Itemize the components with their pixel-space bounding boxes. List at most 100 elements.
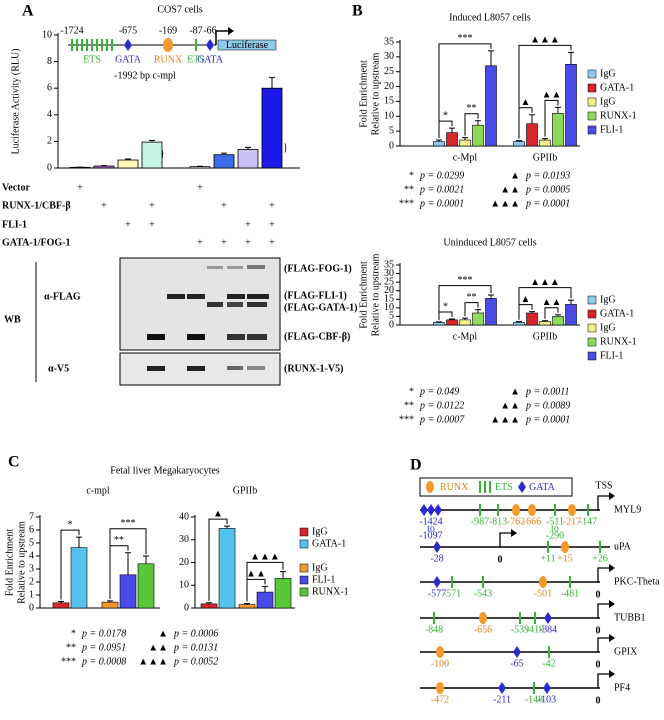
tss-arrow	[597, 673, 609, 688]
condition-label: FLI-1	[2, 219, 27, 230]
site-label: -848	[425, 624, 443, 635]
stat-symbol: ▲	[510, 170, 520, 181]
y-tick-label: 20	[179, 557, 189, 568]
error-bar	[555, 106, 561, 114]
tss-arrow	[597, 495, 609, 510]
stat-text: p = 0.0008	[81, 656, 126, 667]
error-bar	[76, 536, 82, 548]
blot-method: WB	[4, 314, 21, 325]
arrow-head	[609, 600, 615, 608]
band	[207, 302, 223, 307]
error-bar	[516, 140, 522, 142]
y-tick-label: 7	[29, 511, 34, 522]
y-tick-label: 15	[384, 96, 394, 107]
y-tick-label: 5	[389, 125, 394, 136]
y-tick-label: 30	[179, 534, 189, 545]
condition-mark: +	[245, 219, 251, 230]
runx-site	[539, 576, 547, 588]
stat-symbol: ▲	[510, 386, 520, 397]
site-label: -103	[538, 694, 556, 705]
start-label: 0	[596, 659, 601, 670]
runx-site	[163, 38, 173, 52]
site-label: to	[551, 523, 559, 534]
significance-label: *	[443, 301, 448, 312]
y-tick-label: 25	[384, 276, 394, 287]
site-position: -66	[203, 25, 216, 36]
error-bar	[143, 555, 149, 564]
y-tick-label: 4	[29, 550, 34, 561]
gene-name: MYL9	[614, 504, 641, 515]
gata-site	[543, 682, 551, 694]
y-tick-label: 10	[179, 580, 189, 591]
significance-label: ▲▲	[542, 90, 562, 101]
runx-site	[528, 504, 536, 516]
gene-name: uPA	[614, 541, 632, 552]
condition-mark: +	[269, 200, 275, 211]
panel-title: Fetal liver Megakaryocytes	[110, 465, 220, 476]
site-label: -65	[510, 658, 523, 669]
arrow-head	[609, 670, 615, 678]
band	[247, 265, 265, 269]
condition-mark: +	[149, 200, 155, 211]
bar	[238, 604, 256, 609]
bar	[218, 528, 236, 609]
bar	[446, 319, 458, 326]
stat-symbol: *	[71, 628, 76, 639]
gene-name: GPIX	[614, 646, 638, 657]
tss-arrow	[597, 603, 609, 618]
tss-arrow	[597, 637, 609, 652]
site-label: -42	[542, 658, 555, 669]
significance-label: ▲	[213, 508, 223, 519]
bar	[237, 148, 259, 169]
bar	[485, 65, 497, 147]
y-tick-label: 20	[384, 81, 394, 92]
condition-mark: +	[101, 200, 107, 211]
significance-bracket	[544, 307, 559, 319]
stat-text: p = 0.0951	[81, 642, 126, 653]
band	[167, 294, 185, 299]
stat-symbol: ▲	[158, 628, 168, 639]
band	[227, 366, 243, 370]
stat-text: p = 0.0006	[173, 628, 218, 639]
stat-symbol: **	[404, 184, 414, 195]
legend-label: IgG	[600, 294, 616, 305]
legend-label: GATA-1	[600, 82, 634, 93]
error-bar	[269, 77, 275, 89]
gata-site	[434, 504, 442, 516]
site-label: -543	[474, 588, 492, 599]
chart-title: Induced L8057 cells	[449, 12, 531, 23]
y-tick-label: 4	[47, 109, 52, 120]
site-label: -481	[561, 588, 579, 599]
y-tick-label: 2	[29, 576, 34, 587]
stat-text: p = 0.0001	[419, 198, 464, 209]
error-bar	[58, 601, 64, 603]
site-position: -1724	[60, 25, 83, 36]
error-bar	[568, 299, 574, 305]
arrow-head	[511, 529, 517, 537]
bar	[433, 322, 445, 326]
error-bar	[475, 120, 481, 126]
error-bar	[107, 600, 113, 603]
y-tick-label: 2	[47, 136, 52, 147]
legend-label: FLI-1	[600, 124, 623, 135]
legend-swatch	[299, 575, 309, 585]
legend-swatch	[587, 295, 597, 305]
stat-text: p = 0.0089	[525, 400, 570, 411]
y-tick-label: 15	[384, 294, 394, 305]
arrow-head	[609, 492, 615, 500]
band-label: (FLAG-FOG-1)	[284, 263, 352, 274]
stat-symbol: **	[66, 642, 76, 653]
chart-title: GPIIb	[233, 485, 257, 496]
legend-swatch	[587, 111, 597, 121]
stat-text: p = 0.0052	[173, 656, 218, 667]
stat-text: p = 0.0299	[419, 170, 464, 181]
legend-label: ETS	[495, 482, 513, 493]
runx-site	[426, 481, 434, 493]
significance-bracket	[464, 113, 479, 136]
reporter-box	[217, 39, 277, 51]
runx-site	[436, 682, 444, 694]
stat-text: p = 0.0131	[173, 642, 218, 653]
site-label: -571	[443, 588, 461, 599]
error-bar	[462, 317, 468, 320]
bar	[141, 141, 163, 169]
